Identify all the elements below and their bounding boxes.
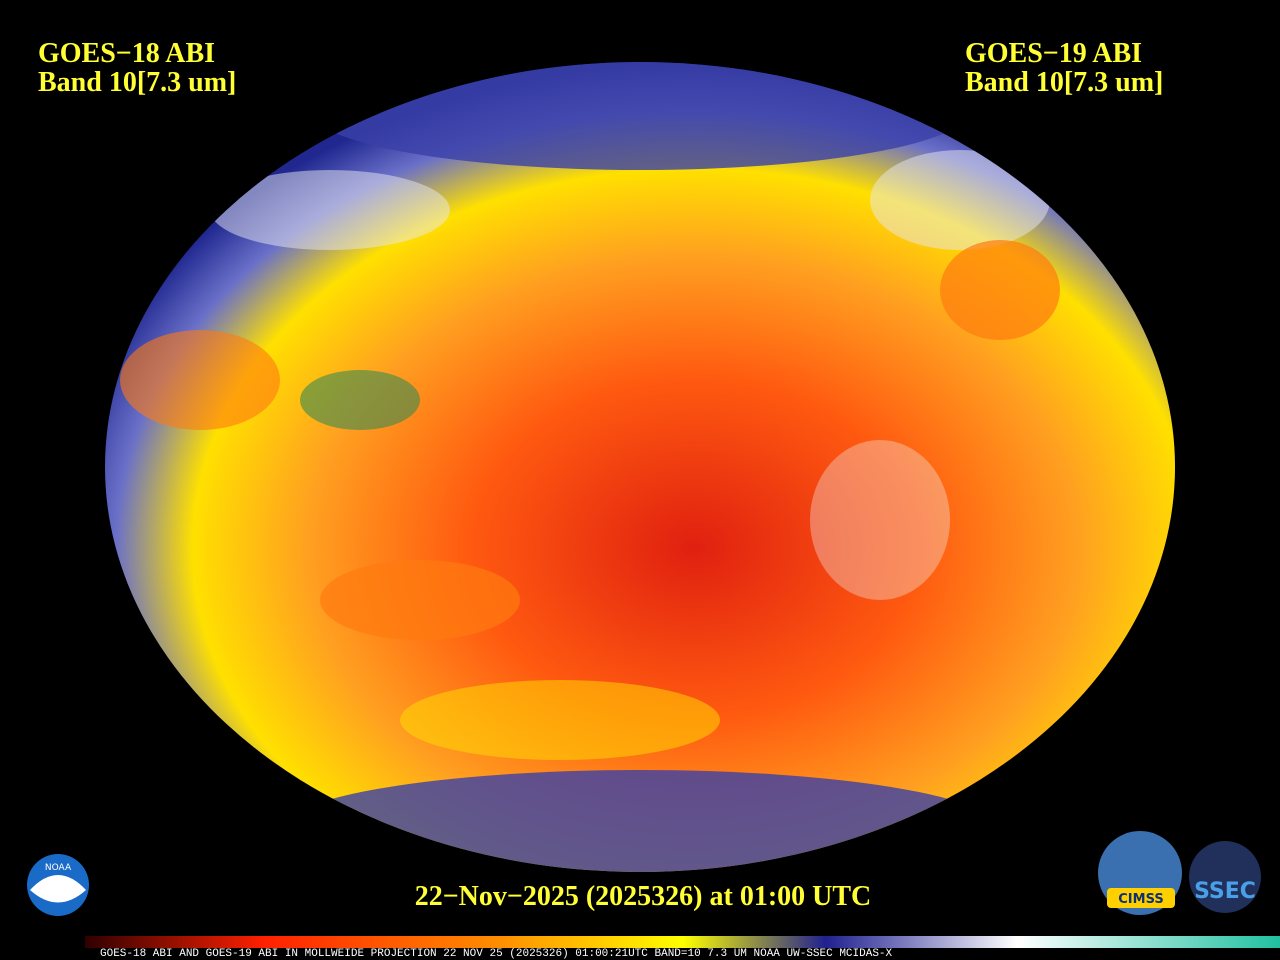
noaa-text: NOAA bbox=[45, 863, 72, 873]
left-band: Band 10[7.3 um] bbox=[38, 67, 236, 98]
cimss-text: CIMSS bbox=[1118, 892, 1163, 907]
ssec-logo bbox=[1189, 841, 1261, 913]
footer-caption: GOES-18 ABI AND GOES-19 ABI IN MOLLWEIDE… bbox=[100, 948, 893, 960]
cimss-badge bbox=[1107, 888, 1175, 908]
left-satellite: GOES−18 ABI bbox=[38, 38, 215, 69]
globe bbox=[105, 62, 1175, 872]
ssec-text: SSEC bbox=[1194, 879, 1256, 904]
noaa-logo-wave bbox=[30, 875, 86, 903]
color-bar bbox=[85, 936, 1280, 948]
right-satellite: GOES−19 ABI bbox=[965, 38, 1142, 69]
right-band: Band 10[7.3 um] bbox=[965, 67, 1163, 98]
timestamp: 22−Nov−2025 (2025326) at 01:00 UTC bbox=[415, 881, 872, 912]
